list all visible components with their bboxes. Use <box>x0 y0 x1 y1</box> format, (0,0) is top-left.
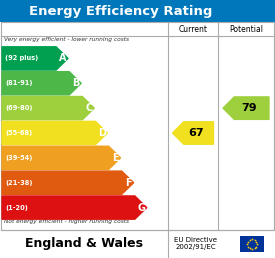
Text: (39-54): (39-54) <box>5 155 32 161</box>
Text: Not energy efficient - higher running costs: Not energy efficient - higher running co… <box>4 219 129 224</box>
Text: EU Directive: EU Directive <box>175 238 218 244</box>
Text: Energy Efficiency Rating: Energy Efficiency Rating <box>29 4 213 18</box>
Text: F: F <box>125 178 132 188</box>
Text: (92 plus): (92 plus) <box>5 55 38 61</box>
Polygon shape <box>2 196 147 219</box>
Text: England & Wales: England & Wales <box>25 238 143 251</box>
Text: Potential: Potential <box>229 25 263 34</box>
Text: (1-20): (1-20) <box>5 205 28 211</box>
Polygon shape <box>2 171 134 194</box>
Text: 79: 79 <box>241 103 257 113</box>
Text: D: D <box>98 128 106 138</box>
Polygon shape <box>223 97 269 119</box>
Text: 67: 67 <box>188 128 204 138</box>
Polygon shape <box>2 146 120 170</box>
Polygon shape <box>2 121 108 145</box>
Bar <box>240 236 264 252</box>
Text: A: A <box>59 53 67 63</box>
Text: (81-91): (81-91) <box>5 80 32 86</box>
Polygon shape <box>2 72 81 95</box>
Text: G: G <box>137 203 145 213</box>
Text: Current: Current <box>178 25 208 34</box>
Text: 2002/91/EC: 2002/91/EC <box>176 245 216 251</box>
Text: B: B <box>72 78 80 88</box>
Text: C: C <box>86 103 93 113</box>
Bar <box>1 22 274 230</box>
Polygon shape <box>2 96 94 120</box>
Polygon shape <box>2 47 68 70</box>
Text: (21-38): (21-38) <box>5 180 32 186</box>
Text: E: E <box>112 153 119 163</box>
Text: (55-68): (55-68) <box>5 130 32 136</box>
Text: Very energy efficient - lower running costs: Very energy efficient - lower running co… <box>4 37 129 42</box>
Text: (69-80): (69-80) <box>5 105 32 111</box>
Polygon shape <box>172 122 213 144</box>
Bar <box>0 0 275 22</box>
